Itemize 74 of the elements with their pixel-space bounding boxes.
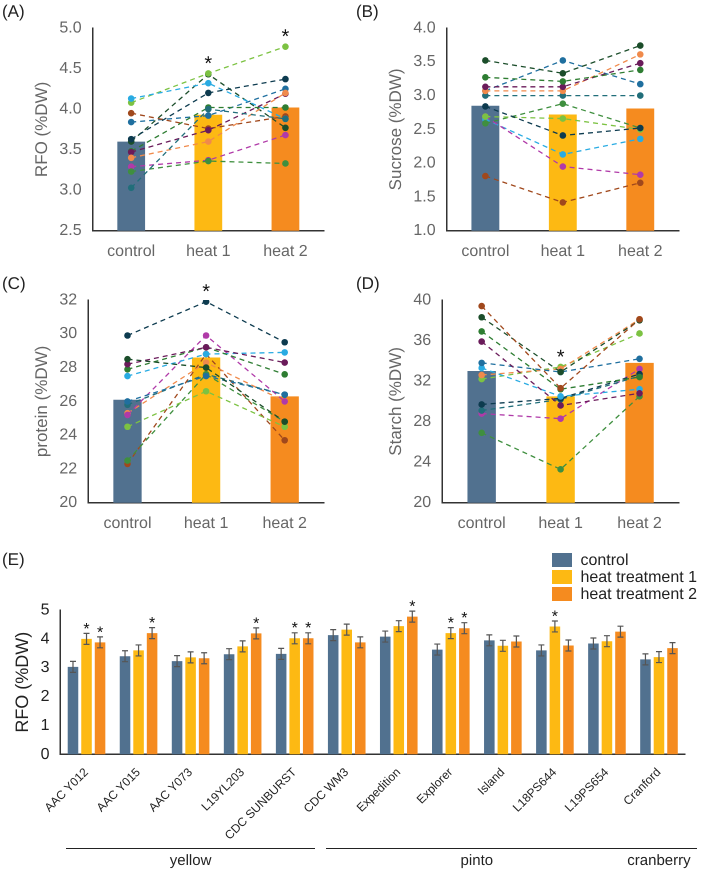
- x-tick-label: heat 1: [184, 514, 228, 532]
- annotation: *: [461, 610, 468, 628]
- annotation: *: [204, 52, 212, 75]
- y-tick-label: 3.5: [59, 141, 82, 158]
- y-tick-label: 20: [59, 494, 78, 512]
- y-tick-label: 3: [40, 659, 50, 676]
- x-tick-label: heat 2: [263, 242, 308, 260]
- annotation: *: [253, 615, 260, 632]
- legend-label: heat treatment 2: [579, 586, 697, 603]
- x-tick-label: heat 2: [617, 514, 662, 532]
- y-tick-label: 3.5: [413, 53, 436, 70]
- text: yellow: [66, 848, 316, 869]
- y-tick-label: 3.0: [413, 87, 436, 104]
- y-tick-label: 26: [59, 392, 78, 410]
- y-tick-label: 32: [413, 372, 432, 390]
- y-tick-label: 4.0: [59, 100, 82, 118]
- x-tick-label: heat 1: [186, 242, 231, 260]
- x-tick-label: control: [107, 242, 156, 260]
- chart-title: (D): [356, 274, 380, 294]
- annotation: *: [282, 26, 290, 48]
- annotation: *: [552, 608, 558, 626]
- y-tick-label: 2.0: [413, 154, 436, 172]
- y-tick-label: 30: [59, 325, 78, 342]
- chart-title: (E): [2, 550, 25, 570]
- y-tick-label: 24: [413, 454, 432, 471]
- y-tick-label: 28: [413, 413, 432, 430]
- annotation: *: [556, 346, 565, 368]
- y-tick-label: 4.5: [59, 60, 82, 77]
- y-tick-label: 40: [413, 291, 432, 308]
- y-tick-label: 1.0: [413, 222, 436, 240]
- chart-title: (A): [2, 2, 25, 22]
- y-tick-label: 1.5: [413, 188, 436, 206]
- y-tick-label: 1: [40, 716, 50, 734]
- legend-label: control: [579, 552, 630, 569]
- y-tick-label: 22: [59, 460, 78, 478]
- y-tick-label: 2.5: [59, 222, 82, 240]
- annotation: *: [409, 598, 416, 616]
- y-tick-label: 4: [40, 630, 50, 648]
- x-tick-label: control: [461, 242, 510, 260]
- y-tick-label: 5.0: [59, 19, 82, 36]
- text: pinto: [326, 848, 628, 869]
- y-tick-label: 2.5: [413, 120, 436, 138]
- annotation: *: [448, 615, 454, 632]
- x-tick-label: control: [458, 514, 506, 532]
- text: cranberry: [620, 848, 697, 869]
- y-axis-title: RFO (%DW): [12, 632, 32, 733]
- y-axis-title: Sucrose (%DW): [386, 68, 405, 190]
- chart-title: (B): [356, 2, 379, 22]
- annotation: *: [202, 281, 210, 304]
- x-tick-label: control: [103, 514, 152, 532]
- y-tick-label: 0: [40, 746, 50, 763]
- y-tick-label: 4.0: [413, 19, 436, 36]
- annotation: *: [305, 620, 312, 638]
- y-tick-label: 3.0: [59, 182, 82, 199]
- x-tick-label: heat 1: [538, 514, 583, 532]
- legend-label: heat treatment 1: [579, 569, 697, 586]
- x-tick-label: heat 1: [540, 242, 586, 260]
- y-tick-label: 24: [59, 426, 78, 444]
- y-tick-label: 5: [40, 601, 50, 618]
- y-axis-title: protein (%DW): [32, 346, 51, 458]
- annotation: *: [148, 615, 156, 632]
- y-tick-label: 28: [59, 359, 78, 376]
- y-axis-title: RFO (%DW): [32, 82, 51, 178]
- y-tick-label: 20: [413, 494, 432, 512]
- y-axis-title: Starch (%DW): [386, 347, 405, 456]
- chart-title: (C): [2, 274, 26, 294]
- annotation: *: [96, 624, 104, 642]
- y-tick-label: 2: [40, 688, 50, 706]
- annotation: *: [83, 620, 90, 638]
- x-tick-label: heat 2: [618, 242, 663, 260]
- x-tick-label: heat 2: [262, 514, 308, 532]
- y-tick-label: 36: [413, 332, 432, 349]
- annotation: *: [292, 620, 298, 638]
- y-tick-label: 32: [59, 291, 78, 308]
